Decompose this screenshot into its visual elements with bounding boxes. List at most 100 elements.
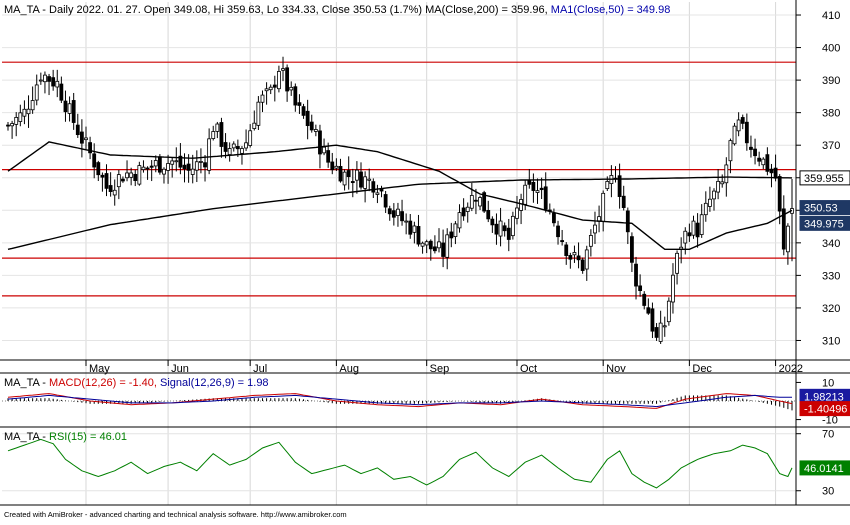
candle-body <box>400 211 404 222</box>
candle-body <box>638 285 643 291</box>
candle-body <box>687 232 692 237</box>
candle-body <box>769 168 774 174</box>
candle-body <box>367 178 372 181</box>
price-title: MA_TA - Daily 2022. 01. 27. Open 349.08,… <box>4 4 670 16</box>
candle-body <box>478 197 482 207</box>
candle-body <box>260 94 265 103</box>
candle-body <box>510 215 515 237</box>
macd-title: MA_TA - MACD(12,26) = -1.40, Signal(12,2… <box>4 377 269 389</box>
candle-body <box>268 86 273 91</box>
candle-body <box>572 252 577 256</box>
candle-body <box>453 223 458 238</box>
candle-body <box>170 160 175 165</box>
candle-body <box>617 175 622 197</box>
candle-body <box>708 198 712 207</box>
candle-body <box>474 199 478 202</box>
candle-body <box>51 77 56 87</box>
candle-body <box>765 154 770 172</box>
candle-body <box>223 142 228 152</box>
candle-body <box>182 164 187 170</box>
candle-body <box>157 156 162 173</box>
candle-body <box>535 190 540 193</box>
candle-body <box>593 224 597 234</box>
candle-body <box>350 181 355 184</box>
macd-line <box>7 393 793 409</box>
y-tick-label: 400 <box>822 43 840 55</box>
candle-body <box>720 181 725 185</box>
candle-body <box>675 252 679 274</box>
price-title-text: MA_TA - Daily 2022. 01. 27. Open 349.08,… <box>4 4 425 16</box>
candle-body <box>334 165 339 169</box>
candle-body <box>749 146 753 150</box>
candle-body <box>79 131 84 144</box>
candle-body <box>199 161 203 163</box>
candle-body <box>375 192 380 195</box>
macd-y-tick-label: 10 <box>822 377 834 389</box>
candle-body <box>502 225 507 232</box>
candle-body <box>531 181 536 191</box>
candle-body <box>506 227 511 240</box>
candle-body <box>650 308 655 332</box>
candle-body <box>322 146 326 154</box>
candle-body <box>383 194 388 208</box>
candle-body <box>625 210 630 233</box>
candle-body <box>235 146 240 150</box>
candle-body <box>227 148 232 155</box>
ma50-badge: 349.975 <box>804 218 844 230</box>
candle-body <box>621 195 626 208</box>
candle-body <box>55 80 60 88</box>
candle-body <box>6 124 10 127</box>
candle-body <box>703 202 708 216</box>
candle-body <box>396 208 400 216</box>
candle-body <box>63 100 68 113</box>
candle-body <box>116 174 121 188</box>
candle-body <box>605 181 610 190</box>
candle-body <box>753 148 757 157</box>
x-tick-label: Jul <box>253 363 267 375</box>
candle-body <box>457 212 462 229</box>
rsi-line <box>7 438 793 489</box>
x-tick-label: Sep <box>430 363 450 375</box>
candle-body <box>757 157 762 162</box>
candle-body <box>43 74 47 83</box>
candle-body <box>22 108 27 117</box>
candle-body <box>30 100 35 111</box>
candle-body <box>166 163 170 171</box>
candle-body <box>38 79 43 82</box>
candle-body <box>203 162 207 168</box>
candle-body <box>490 218 495 226</box>
candle-body <box>289 86 294 91</box>
candle-body <box>145 167 150 170</box>
candle-body <box>465 206 470 212</box>
candle-body <box>445 234 450 258</box>
candle-body <box>634 263 638 287</box>
candle-body <box>231 143 236 149</box>
candle-body <box>408 220 413 235</box>
candle-body <box>14 117 19 125</box>
candle-body <box>121 178 125 182</box>
candle-body <box>153 160 158 167</box>
candle-body <box>712 190 716 200</box>
candle-body <box>662 325 667 328</box>
candle-body <box>305 110 310 127</box>
candle-body <box>588 235 593 247</box>
candle-body <box>346 170 351 178</box>
candle-body <box>728 140 733 162</box>
y-tick-label: 390 <box>822 75 840 87</box>
candle-body <box>281 68 285 71</box>
rsi-title: MA_TA - RSI(15) = 46.01 <box>4 431 127 443</box>
x-tick-label: 2022 <box>779 363 803 375</box>
candle-body <box>515 207 519 219</box>
candle-body <box>543 186 548 210</box>
y-tick-label: 410 <box>822 10 840 22</box>
candle-body <box>248 130 253 146</box>
x-tick-label: Aug <box>339 363 359 375</box>
candle-body <box>355 169 359 181</box>
candle-body <box>75 124 80 136</box>
x-tick-label: Jun <box>171 363 189 375</box>
candle-body <box>642 293 647 306</box>
macd-badge-bg <box>799 401 850 417</box>
rsi-title-prefix: MA_TA - <box>4 431 49 443</box>
candle-body <box>67 103 72 114</box>
candle-body <box>10 123 15 127</box>
